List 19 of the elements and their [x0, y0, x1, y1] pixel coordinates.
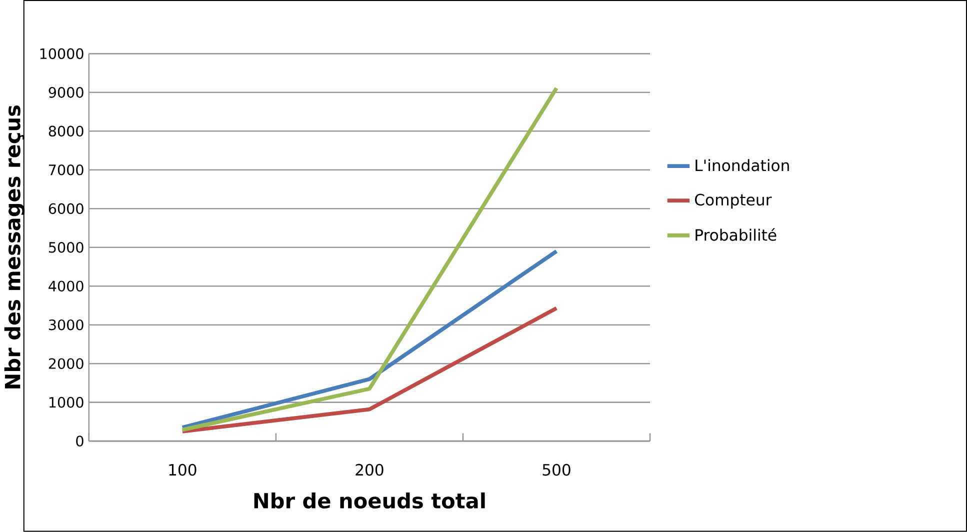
y-tick-label: 7000 — [49, 164, 84, 176]
x-axis-title: Nbr de noeuds total — [254, 492, 485, 509]
y-tick-label: 1000 — [49, 397, 84, 408]
legend-label: Compteur — [695, 194, 772, 209]
x-tick-label: 200 — [356, 464, 384, 476]
y-tick-label: 6000 — [48, 203, 84, 214]
y-tick-label: 4000 — [48, 280, 84, 292]
y-axis-title: Nbr des messages reçus — [4, 106, 25, 388]
y-tick-label: 10000 — [40, 48, 84, 60]
y-tick-label: 3000 — [48, 320, 84, 330]
y-tick-label: 8000 — [48, 126, 84, 137]
y-tick-label: 0 — [76, 436, 84, 447]
legend-label: L'inondation — [696, 159, 789, 172]
y-tick-label: 9000 — [48, 87, 84, 98]
x-tick-label: 500 — [542, 464, 570, 476]
y-tick-label: 5000 — [48, 242, 84, 253]
x-tick-label: 100 — [169, 464, 196, 476]
y-tick-label: 2000 — [48, 358, 84, 370]
legend-label: Probabilité — [696, 228, 776, 241]
